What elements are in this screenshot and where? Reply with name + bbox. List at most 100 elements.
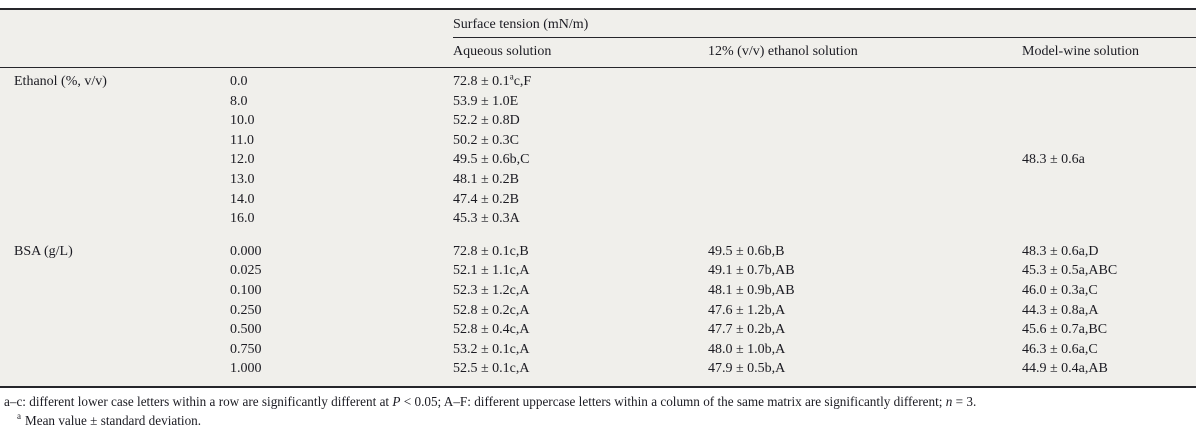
italic-p: P — [392, 393, 401, 409]
table-row: 8.0 53.9 ± 1.0E — [0, 92, 1196, 112]
footnote-text: = 3. — [952, 393, 977, 409]
aqueous-value: 52.8 ± 0.2c,A — [453, 302, 530, 318]
modelwine-value: 44.9 ± 0.4a,AB — [1022, 361, 1108, 377]
ethanol12-value — [708, 72, 1022, 92]
column-header-aqueous: Aqueous solution — [453, 44, 552, 59]
aqueous-value: 45.3 ± 0.3A — [453, 211, 520, 227]
modelwine-value — [1022, 92, 1196, 112]
ethanol12-value — [708, 92, 1022, 112]
aqueous-value: 72.8 ± 0.1c,B — [453, 243, 529, 259]
ethanol12-value — [708, 150, 1022, 170]
footnote-significance: a–c: different lower case letters within… — [4, 393, 1192, 412]
table-row: 16.0 45.3 ± 0.3A — [0, 209, 1196, 229]
table-row: 0.500 52.8 ± 0.4c,A 47.7 ± 0.2b,A 45.6 ±… — [0, 320, 1196, 340]
table-row: 10.0 52.2 ± 0.8D — [0, 111, 1196, 131]
table-body: Ethanol (%, v/v) 0.0 72.8 ± 0.1ac,F 8.0 … — [0, 68, 1196, 386]
dose-value: 12.0 — [230, 152, 255, 168]
table-row: 13.0 48.1 ± 0.2B — [0, 170, 1196, 190]
dose-value: 0.750 — [230, 341, 262, 357]
aqueous-value-main: 72.8 ± 0.1 — [453, 74, 510, 89]
modelwine-value: 45.6 ± 0.7a,BC — [1022, 322, 1108, 338]
ethanol12-value — [708, 111, 1022, 131]
footnote-marker: a — [17, 411, 21, 422]
ethanol12-value: 49.5 ± 0.6b,B — [708, 243, 785, 259]
modelwine-value — [1022, 111, 1196, 131]
table-header-columns-row: Aqueous solution 12% (v/v) ethanol solut… — [0, 38, 1196, 67]
ethanol12-value: 47.9 ± 0.5b,A — [708, 361, 786, 377]
dose-value: 0.0 — [230, 74, 248, 89]
dose-value: 14.0 — [230, 191, 255, 207]
table-row: 0.250 52.8 ± 0.2c,A 47.6 ± 1.2b,A 44.3 ±… — [0, 301, 1196, 321]
modelwine-value: 48.3 ± 0.6a — [1022, 152, 1085, 168]
table-row: 14.0 47.4 ± 0.2B — [0, 190, 1196, 210]
ethanol12-value: 48.1 ± 0.9b,AB — [708, 282, 795, 298]
row-group-label — [0, 359, 216, 379]
aqueous-value: 53.9 ± 1.0E — [453, 93, 519, 109]
aqueous-value: 52.2 ± 0.8D — [453, 113, 520, 129]
modelwine-value — [1022, 190, 1196, 210]
dose-value: 11.0 — [230, 132, 254, 148]
table-row: Ethanol (%, v/v) 0.0 72.8 ± 0.1ac,F — [0, 72, 1196, 92]
bottom-rule — [0, 385, 1196, 388]
row-group-label — [0, 190, 216, 210]
dose-value: 16.0 — [230, 211, 255, 227]
dose-value: 0.100 — [230, 282, 262, 298]
dose-value: 10.0 — [230, 113, 255, 129]
ethanol12-value — [708, 170, 1022, 190]
row-group-label — [0, 92, 216, 112]
aqueous-value-letters: c,F — [513, 74, 532, 89]
modelwine-value: 46.0 ± 0.3a,C — [1022, 282, 1098, 298]
dose-value: 0.500 — [230, 322, 262, 338]
ethanol12-value: 47.7 ± 0.2b,A — [708, 322, 786, 338]
table-row: 1.000 52.5 ± 0.1c,A 47.9 ± 0.5b,A 44.9 ±… — [0, 359, 1196, 379]
modelwine-value: 45.3 ± 0.5a,ABC — [1022, 263, 1118, 279]
table-row: 0.025 52.1 ± 1.1c,A 49.1 ± 0.7b,AB 45.3 … — [0, 261, 1196, 281]
row-group-label — [0, 320, 216, 340]
aqueous-value: 48.1 ± 0.2B — [453, 171, 520, 187]
header-rule — [0, 67, 1196, 68]
italic-n: n — [945, 393, 953, 409]
modelwine-value — [1022, 209, 1196, 229]
ethanol12-value — [708, 131, 1022, 151]
table-header-group-row: Surface tension (mN/m) — [0, 10, 1196, 38]
aqueous-value: 52.3 ± 1.2c,A — [453, 282, 530, 298]
column-header-modelwine: Model-wine solution — [1022, 44, 1140, 59]
row-group-label: Ethanol (%, v/v) — [14, 74, 107, 89]
aqueous-value: 49.5 ± 0.6b,C — [453, 152, 530, 168]
footnote-text: Mean value ± standard deviation. — [25, 412, 202, 428]
aqueous-value: 52.1 ± 1.1c,A — [453, 263, 530, 279]
ethanol12-value — [708, 190, 1022, 210]
aqueous-value: 47.4 ± 0.2B — [453, 191, 520, 207]
dose-value: 0.025 — [230, 263, 262, 279]
row-group-label — [0, 340, 216, 360]
aqueous-value: 53.2 ± 0.1c,A — [453, 341, 530, 357]
modelwine-value — [1022, 170, 1196, 190]
table-row: 11.0 50.2 ± 0.3C — [0, 131, 1196, 151]
modelwine-value: 44.3 ± 0.8a,A — [1022, 302, 1099, 318]
row-group-label — [0, 131, 216, 151]
row-group-label — [0, 209, 216, 229]
ethanol12-value: 47.6 ± 1.2b,A — [708, 302, 786, 318]
row-group-label — [0, 281, 216, 301]
footnote-mean-sd: a Mean value ± standard deviation. — [4, 412, 1192, 431]
ethanol12-value — [708, 209, 1022, 229]
group-header-surface-tension: Surface tension (mN/m) — [453, 10, 1196, 38]
top-rule — [0, 8, 1196, 10]
column-header-ethanol12: 12% (v/v) ethanol solution — [708, 44, 858, 59]
modelwine-value — [1022, 72, 1196, 92]
row-group-label — [0, 261, 216, 281]
dose-value: 1.000 — [230, 361, 262, 377]
dose-value: 0.000 — [230, 243, 262, 259]
aqueous-value: 50.2 ± 0.3C — [453, 132, 520, 148]
table-footnotes: a–c: different lower case letters within… — [0, 387, 1196, 431]
table-row: 0.750 53.2 ± 0.1c,A 48.0 ± 1.0b,A 46.3 ±… — [0, 340, 1196, 360]
ethanol12-value: 49.1 ± 0.7b,AB — [708, 263, 795, 279]
table-row: 12.0 49.5 ± 0.6b,C 48.3 ± 0.6a — [0, 150, 1196, 170]
footnote-text: a–c: different lower case letters within… — [4, 393, 393, 409]
dose-value: 0.250 — [230, 302, 262, 318]
modelwine-value — [1022, 131, 1196, 151]
ethanol12-value: 48.0 ± 1.0b,A — [708, 341, 786, 357]
row-group-label — [0, 150, 216, 170]
dose-value: 8.0 — [230, 93, 248, 109]
table-row: BSA (g/L) 0.000 72.8 ± 0.1c,B 49.5 ± 0.6… — [0, 242, 1196, 262]
